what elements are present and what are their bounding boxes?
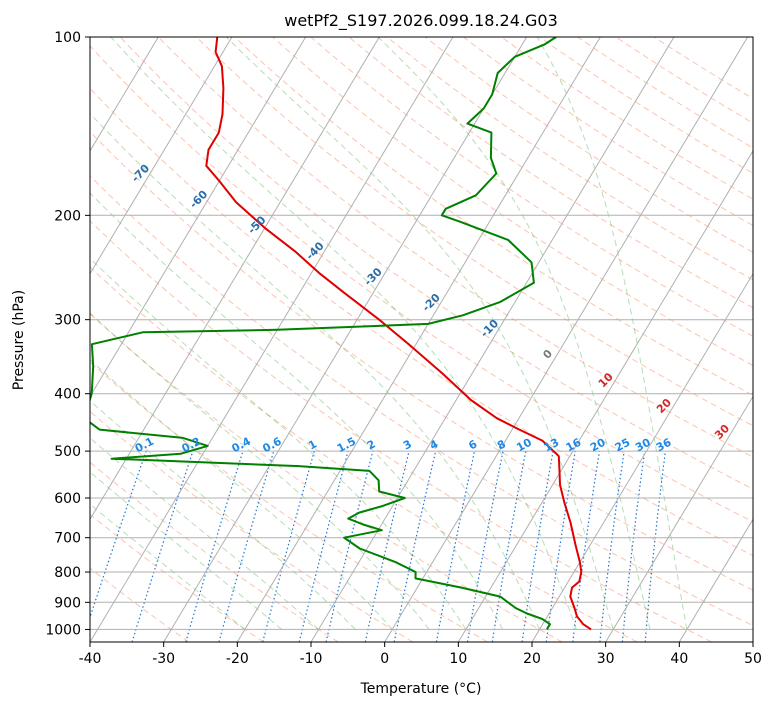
y-tick-label: 200 xyxy=(54,208,81,224)
mixing-ratio-line xyxy=(298,450,349,642)
dry-adiabat-line xyxy=(90,313,563,642)
mixing-ratio-line xyxy=(262,450,315,642)
y-tick-label: 1000 xyxy=(45,622,81,638)
y-tick-label: 800 xyxy=(54,565,81,581)
x-axis-label: Temperature (°C) xyxy=(360,681,482,697)
dry-adiabat-line xyxy=(90,175,753,627)
x-tick-label: -20 xyxy=(226,651,249,667)
isotherm-line xyxy=(163,37,528,642)
temperature-profile-line xyxy=(205,37,592,631)
moist-adiabat-line xyxy=(536,37,688,630)
moist-adiabat-line xyxy=(90,400,356,630)
mixing-ratio-line xyxy=(572,451,601,642)
mixing-ratio-line xyxy=(131,450,194,642)
moist-adiabat-line xyxy=(377,37,651,630)
moist-adiabat-line xyxy=(90,359,393,630)
dry-adiabat-line xyxy=(90,361,488,642)
mixing-ratio-line xyxy=(185,450,244,642)
mixing-ratio-line xyxy=(521,450,554,642)
mixing-ratio-label: 30 xyxy=(633,436,653,455)
moist-adiabat-line xyxy=(90,471,283,630)
isotherm-line xyxy=(90,37,307,398)
moist-adiabat-line xyxy=(90,112,540,630)
y-tick-label: 600 xyxy=(54,491,81,507)
chart-title: wetPf2_S197.2026.099.18.24.G03 xyxy=(284,11,558,31)
mixing-ratio-label: 16 xyxy=(564,436,584,455)
mixing-ratio-label: 10 xyxy=(514,436,534,455)
mixing-ratio-line xyxy=(599,451,625,642)
moist-adiabat-line xyxy=(90,192,504,630)
isotherm-line xyxy=(90,37,454,642)
y-tick-label: 900 xyxy=(54,595,81,611)
dry-adiabat-line xyxy=(90,220,712,642)
x-tick-label: 40 xyxy=(670,651,688,667)
mixing-ratio-line xyxy=(218,450,275,642)
x-tick-label: -30 xyxy=(152,651,175,667)
dry-adiabat-line xyxy=(310,37,753,337)
x-tick-label: 50 xyxy=(744,651,762,667)
isotherm-line xyxy=(605,395,753,642)
dry-adiabat-line xyxy=(90,567,190,642)
moist-adiabat-line xyxy=(90,437,319,630)
x-tick-label: 20 xyxy=(523,651,541,667)
x-tick-label: -40 xyxy=(79,651,102,667)
isotherm-line xyxy=(310,37,675,642)
x-tick-label: 30 xyxy=(597,651,615,667)
mixing-ratio-line xyxy=(364,450,410,642)
dry-adiabat-line xyxy=(90,266,638,642)
isotherm-line xyxy=(384,37,749,642)
isotherm-line xyxy=(90,37,233,275)
y-tick-label: 400 xyxy=(54,387,81,403)
y-tick-label: 300 xyxy=(54,313,81,329)
mixing-ratio-label: 36 xyxy=(654,436,674,455)
isotherm-line xyxy=(457,149,753,642)
isotherm-line xyxy=(531,272,753,642)
mixing-ratio-line xyxy=(621,451,646,642)
dry-adiabat-line xyxy=(157,37,753,458)
isotherm-line xyxy=(90,37,380,521)
isotherm-line xyxy=(236,37,601,642)
x-tick-label: 10 xyxy=(449,651,467,667)
mixing-ratio-label: 20 xyxy=(588,436,608,455)
moist-adiabat-line xyxy=(110,37,577,630)
y-tick-label: 100 xyxy=(54,30,81,46)
isotherm-line xyxy=(90,37,159,152)
dry-adiabat-line xyxy=(119,37,753,490)
y-tick-label: 700 xyxy=(54,531,81,547)
y-axis-label: Pressure (hPa) xyxy=(11,290,27,390)
dry-adiabat-line xyxy=(348,37,753,309)
plot-frame xyxy=(89,36,754,643)
moist-adiabat-line xyxy=(90,503,246,630)
x-tick-label: 0 xyxy=(380,651,389,667)
mixing-ratio-line xyxy=(545,451,576,642)
mixing-ratio-line xyxy=(644,451,666,642)
moist-adiabat-line xyxy=(225,37,614,630)
x-tick-label: -10 xyxy=(300,651,323,667)
isotherm-line xyxy=(678,518,753,642)
y-tick-label: 500 xyxy=(54,444,81,460)
mixing-ratio-label: 13 xyxy=(542,436,562,455)
mixing-ratio-label: 25 xyxy=(613,436,633,455)
dewpoint-profile-line xyxy=(90,37,557,630)
dry-adiabat-line xyxy=(196,37,753,427)
moist-adiabat-line xyxy=(90,257,467,630)
dry-adiabat-line xyxy=(90,513,264,642)
mixing-ratio-line xyxy=(325,450,374,642)
